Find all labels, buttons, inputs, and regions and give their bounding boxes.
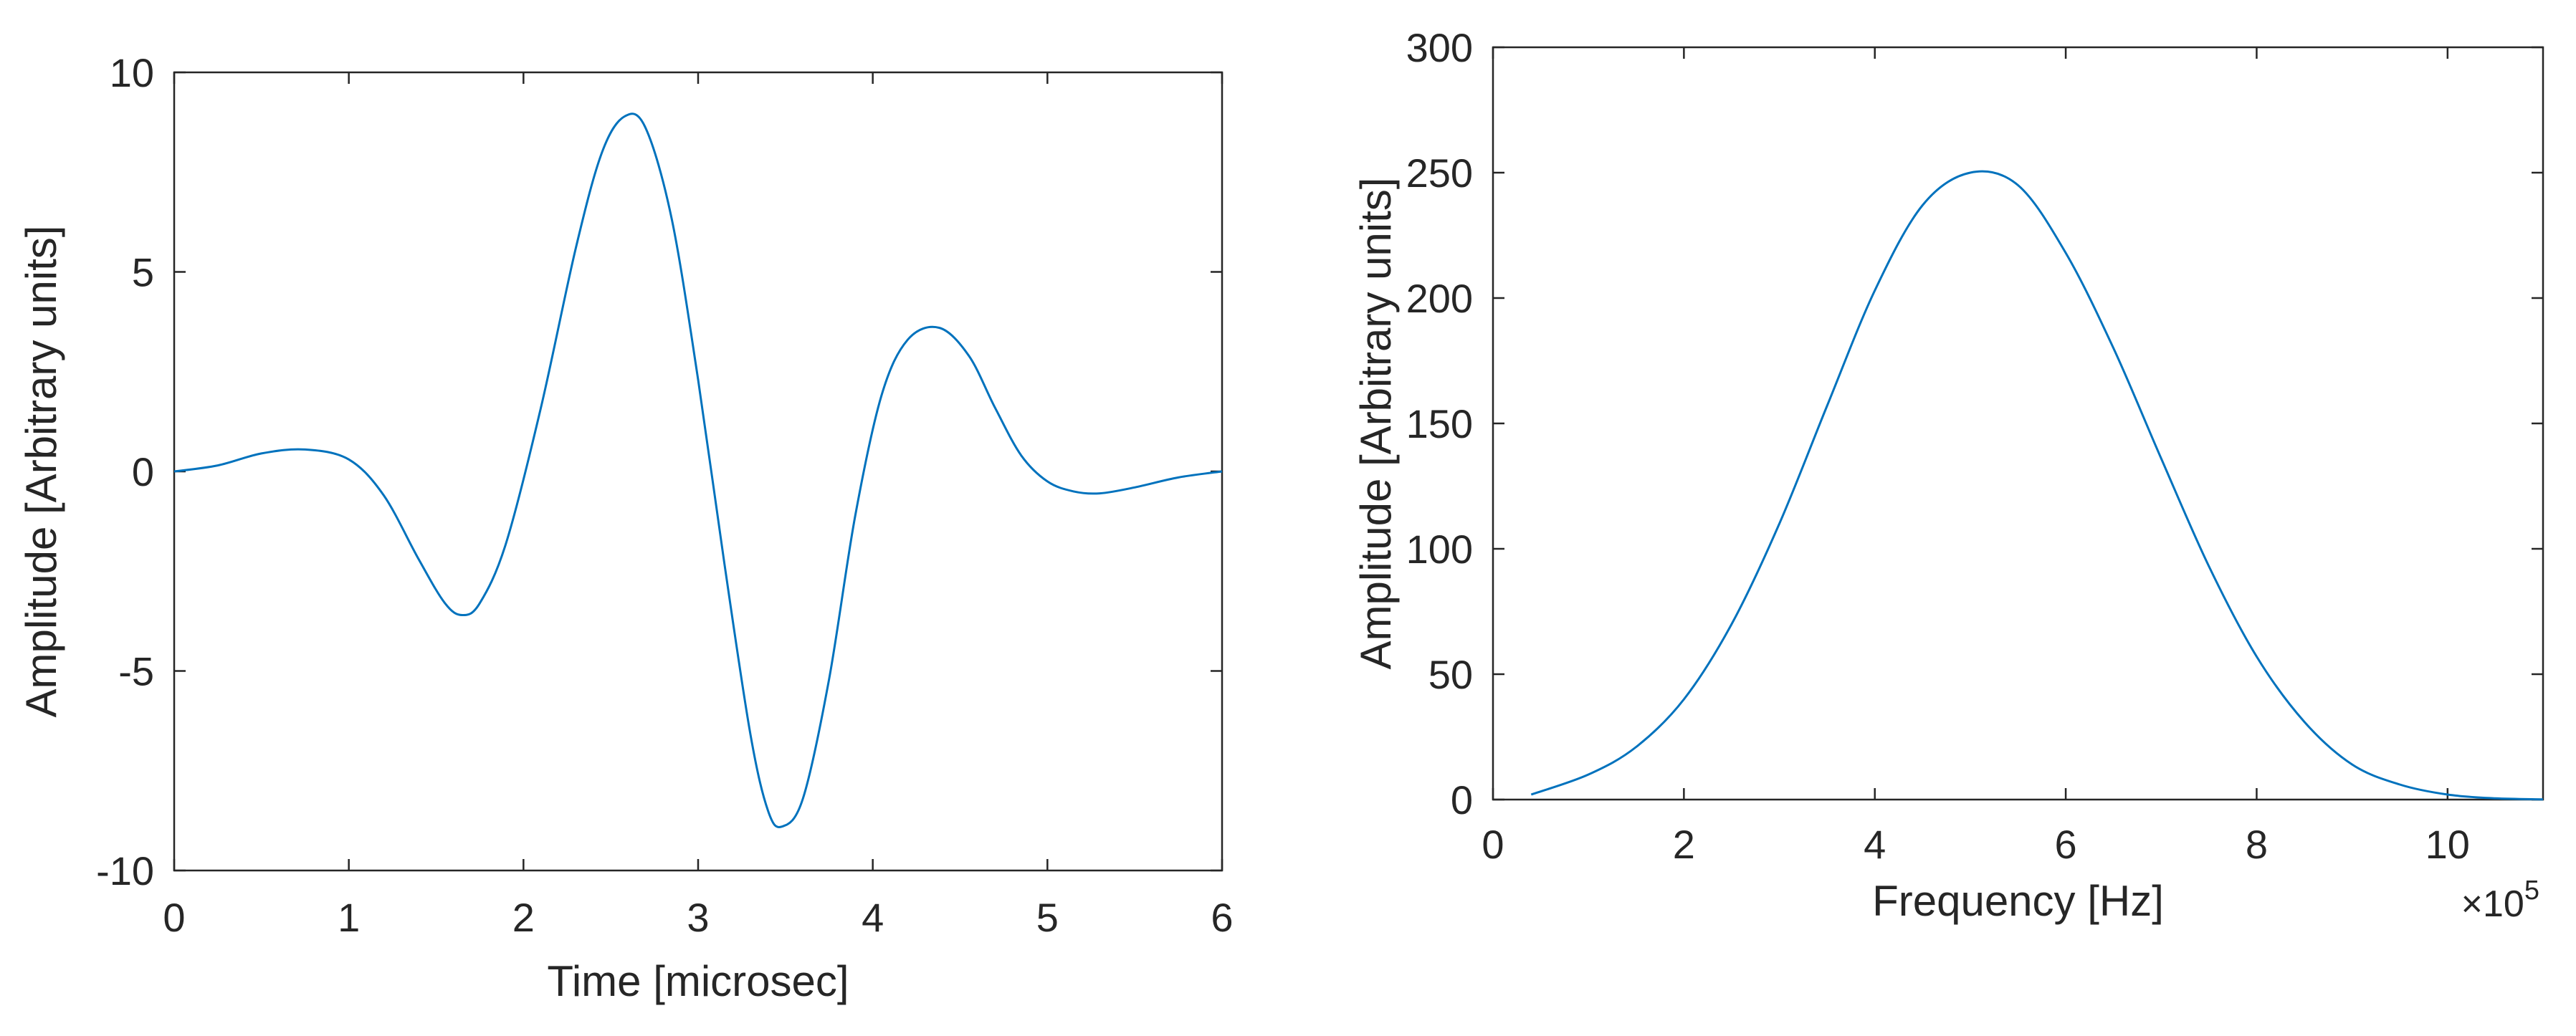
x-tick-label: 6	[1211, 895, 1233, 940]
x-tick-label: 3	[687, 895, 709, 940]
series-line	[173, 112, 1223, 828]
plot-area	[173, 71, 1223, 872]
x-axis-exponent-label: ×105	[2461, 876, 2539, 925]
x-tick-label: 0	[1482, 822, 1504, 867]
y-tick-label: 250	[1406, 150, 1473, 196]
x-tick-label: 8	[2246, 822, 2268, 867]
x-tick-label: 5	[1036, 895, 1059, 940]
y-tick-label: 200	[1406, 276, 1473, 321]
x-tick-label: 10	[2425, 822, 2470, 867]
x-tick-label: 6	[2055, 822, 2077, 867]
x-axis-title: Frequency [Hz]	[1872, 877, 2164, 925]
y-axis-title: Amplitude [Arbitrary units]	[1352, 178, 1400, 670]
x-axis-title: Time [microsec]	[547, 957, 849, 1005]
x-tick-label: 2	[512, 895, 535, 940]
y-tick-label: 0	[1451, 777, 1473, 822]
y-tick-label: 100	[1406, 527, 1473, 572]
chart-time-domain: 0 1 2 3 4 5 6 -10 -5 0 5 10 Time [microsec] Amplitude…	[17, 50, 1234, 1005]
y-tick-label: 10	[110, 50, 154, 95]
y-tick-label: -10	[96, 848, 154, 893]
y-axis-title: Amplitude [Arbitrary units]	[17, 226, 65, 718]
series-line	[1530, 170, 2544, 801]
y-tick-label: 150	[1406, 401, 1473, 446]
x-tick-label: 4	[1864, 822, 1886, 867]
x-tick-label: 0	[163, 895, 185, 940]
y-tick-label: 0	[132, 449, 154, 494]
y-tick-label: 5	[132, 250, 154, 295]
x-tick-label: 2	[1673, 822, 1695, 867]
x-tick-label: 4	[862, 895, 884, 940]
plot-area	[1492, 46, 2544, 801]
y-tick-label: 50	[1428, 652, 1473, 697]
x-tick-label: 1	[338, 895, 360, 940]
y-tick-label: -5	[118, 649, 154, 694]
y-tick-label: 300	[1406, 25, 1473, 70]
